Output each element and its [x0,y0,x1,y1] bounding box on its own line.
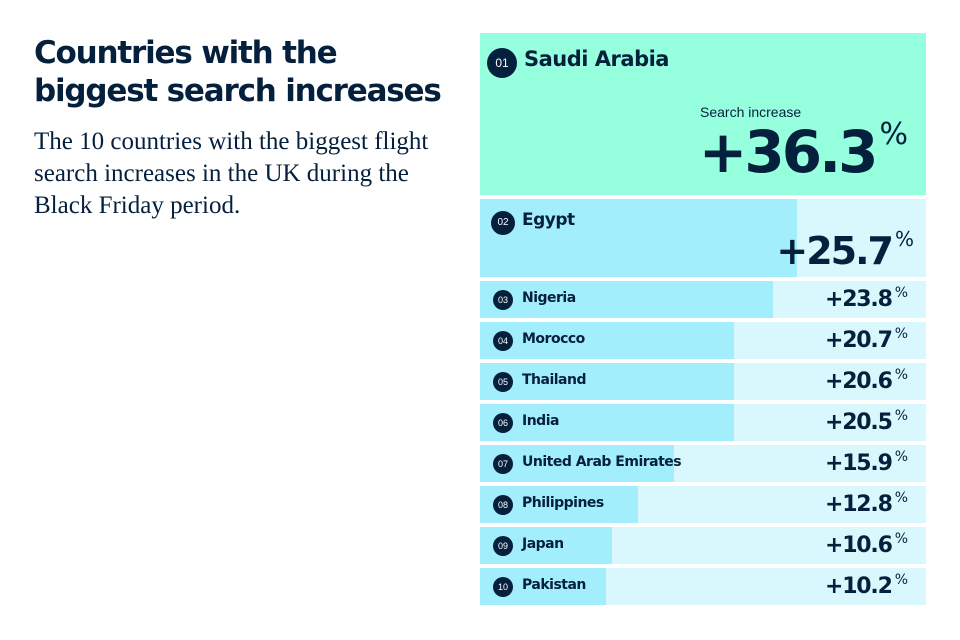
country-name: United Arab Emirates [522,454,682,470]
rank-badge: 01 [487,48,517,78]
rank-badge: 04 [493,331,513,351]
country-name: Thailand [522,372,587,388]
country-name: Pakistan [522,577,586,593]
value-label: +20.5% [824,408,908,435]
rank-badge: 05 [493,372,513,392]
bar [480,322,734,359]
chart-row-9: 09 Japan +10.6% [480,527,926,564]
bar [480,281,773,318]
bar [480,363,734,400]
chart-row-2: 02 Egypt +25.7% [480,199,926,277]
rank-badge: 10 [493,577,513,597]
chart-row-4: 04 Morocco +20.7% [480,322,926,359]
value-label: +10.2% [824,572,908,599]
ranking-chart: 01 Saudi Arabia Search increase +36.3% 0… [480,33,926,609]
page-title: Countries with the biggest search increa… [34,35,442,109]
value-label: +36.3% [698,117,908,186]
chart-row-7: 07 United Arab Emirates +15.9% [480,445,926,482]
country-name: India [522,413,559,429]
chart-row-1: 01 Saudi Arabia Search increase +36.3% [480,33,926,195]
country-name: Japan [522,536,564,552]
country-name: Egypt [522,210,575,230]
value-label: +20.6% [824,367,908,394]
rank-badge: 03 [493,290,513,310]
chart-row-3: 03 Nigeria +23.8% [480,281,926,318]
country-name: Saudi Arabia [524,47,669,71]
chart-row-10: 10 Pakistan +10.2% [480,568,926,605]
chart-row-6: 06 India +20.5% [480,404,926,441]
header: Countries with the biggest search increa… [34,34,444,222]
value-label: +20.7% [824,326,908,353]
rank-badge: 02 [491,211,515,235]
value-label: +25.7% [776,227,914,273]
country-name: Morocco [522,331,585,347]
page-subtitle: The 10 countries with the biggest flight… [34,128,429,219]
bar [480,404,734,441]
value-label: +12.8% [824,490,908,517]
rank-badge: 07 [493,454,513,474]
rank-badge: 06 [493,413,513,433]
rank-badge: 09 [493,536,513,556]
chart-row-8: 08 Philippines +12.8% [480,486,926,523]
value-label: +23.8% [824,285,908,312]
country-name: Philippines [522,495,604,511]
country-name: Nigeria [522,290,576,306]
bar [480,199,797,277]
search-increase-label: Search increase [700,104,802,120]
rank-badge: 08 [493,495,513,515]
value-label: +10.6% [824,531,908,558]
value-label: +15.9% [824,449,908,476]
chart-row-5: 05 Thailand +20.6% [480,363,926,400]
